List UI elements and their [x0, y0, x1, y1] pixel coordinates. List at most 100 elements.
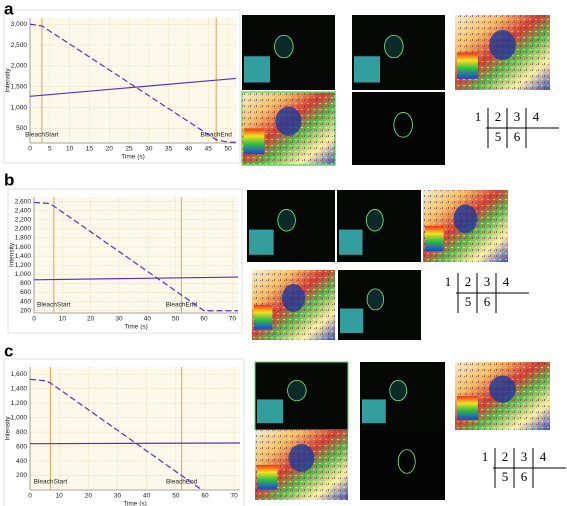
micrograph: [252, 270, 335, 340]
x-tick-label: 40: [144, 316, 152, 323]
series-line: [29, 442, 241, 445]
x-tick-label: 50: [172, 493, 180, 500]
micrograph: [254, 361, 349, 431]
grid-cell: 3: [521, 449, 528, 464]
lut-box: [339, 229, 363, 255]
x-tick-label: 40: [143, 493, 151, 500]
y-tick-label: 3,000: [11, 21, 28, 28]
y-tick-label: 1,600: [11, 371, 28, 378]
x-tick-label: 35: [165, 146, 173, 153]
lut-bar: [425, 226, 444, 252]
panel-label: c: [4, 341, 13, 360]
lut-box: [244, 56, 271, 83]
y-tick-label: 2,000: [15, 226, 32, 233]
y-tick-label: 600: [20, 289, 31, 296]
y-tick-label: 1,000: [11, 104, 28, 111]
marker-label: BleachStart: [25, 132, 59, 139]
grid-cell: 2: [502, 449, 509, 464]
micrograph: [255, 430, 348, 500]
y-tick-label: 400: [20, 298, 31, 305]
lut-bar: [244, 128, 265, 155]
grid-cell: 5: [502, 469, 509, 484]
roi-outline: [287, 379, 307, 402]
grid-cell: 6: [484, 294, 491, 309]
y-tick-label: 500: [16, 125, 27, 132]
x-axis-label: Time (s): [123, 501, 147, 506]
y-tick-label: 800: [20, 280, 31, 287]
y-tick-label: 2,500: [11, 42, 28, 49]
micrograph: [242, 15, 335, 90]
micrograph: [455, 362, 550, 430]
micrograph: [360, 362, 445, 430]
marker-label: BleachEnd: [166, 302, 198, 309]
plot-area: [30, 367, 240, 490]
lut-bar: [254, 305, 273, 330]
image-bg: [360, 430, 445, 500]
x-tick-label: 70: [229, 316, 237, 323]
micrograph: [455, 15, 550, 90]
micrograph: [338, 270, 421, 340]
lut-box: [257, 399, 284, 424]
y-axis-label: Intensity: [5, 416, 12, 441]
y-tick-label: 2,200: [15, 216, 32, 223]
x-tick-label: 30: [114, 493, 122, 500]
roi-outline: [274, 34, 294, 59]
lut-bar: [457, 52, 478, 79]
series-line: [29, 23, 236, 143]
cell: [275, 106, 302, 136]
y-axis-label: Intensity: [5, 68, 12, 93]
micrograph: [423, 190, 508, 262]
roi-outline: [384, 34, 404, 59]
panel-label: a: [4, 0, 14, 18]
y-tick-label: 400: [16, 458, 27, 465]
image-bg: [352, 92, 445, 165]
roi-outline: [366, 288, 385, 311]
grid-cell: 2: [495, 109, 502, 124]
lut-box: [362, 399, 386, 424]
grid-cell: 3: [514, 109, 521, 124]
x-tick-label: 20: [106, 146, 114, 153]
grid-cell: 1: [475, 109, 482, 124]
cell: [489, 30, 516, 60]
y-tick-label: 1,800: [15, 235, 32, 242]
lut-bar: [457, 396, 478, 420]
plot-area: [34, 197, 238, 313]
lut-box: [249, 229, 274, 255]
x-tick-label: 30: [145, 146, 153, 153]
cell: [489, 375, 516, 403]
x-tick-label: 10: [59, 316, 67, 323]
series-line: [29, 77, 237, 97]
y-tick-label: 2,000: [11, 63, 28, 70]
x-tick-label: 15: [86, 146, 94, 153]
marker-label: BleachEnd: [200, 132, 232, 139]
x-tick-label: 60: [200, 316, 208, 323]
marker-label: BleachEnd: [166, 479, 198, 486]
cell: [281, 284, 306, 312]
grid-cell: 4: [533, 109, 540, 124]
x-tick-label: 20: [87, 316, 95, 323]
y-tick-label: 200: [16, 472, 27, 479]
micrograph: [247, 190, 335, 262]
y-tick-label: 1,600: [15, 244, 32, 251]
x-tick-label: 0: [32, 316, 36, 323]
grid-cell: 4: [540, 449, 547, 464]
x-tick-label: 0: [28, 146, 32, 153]
lut-bar: [257, 465, 278, 490]
plot-area: [30, 18, 236, 143]
x-tick-label: 45: [205, 146, 213, 153]
x-tick-label: 60: [201, 493, 209, 500]
grid-cell: 1: [445, 274, 452, 289]
roi-outline: [277, 209, 296, 232]
micrograph: [241, 91, 336, 166]
y-tick-label: 1,500: [11, 83, 28, 90]
grid-cell: 3: [484, 274, 491, 289]
panel-label: b: [4, 170, 14, 189]
cell: [453, 204, 478, 234]
y-tick-label: 1,400: [15, 253, 32, 260]
x-tick-label: 10: [66, 146, 74, 153]
grid-cell: 5: [495, 129, 502, 144]
grid-cell: 1: [482, 449, 489, 464]
x-tick-label: 5: [48, 146, 52, 153]
micrograph: [337, 190, 421, 262]
